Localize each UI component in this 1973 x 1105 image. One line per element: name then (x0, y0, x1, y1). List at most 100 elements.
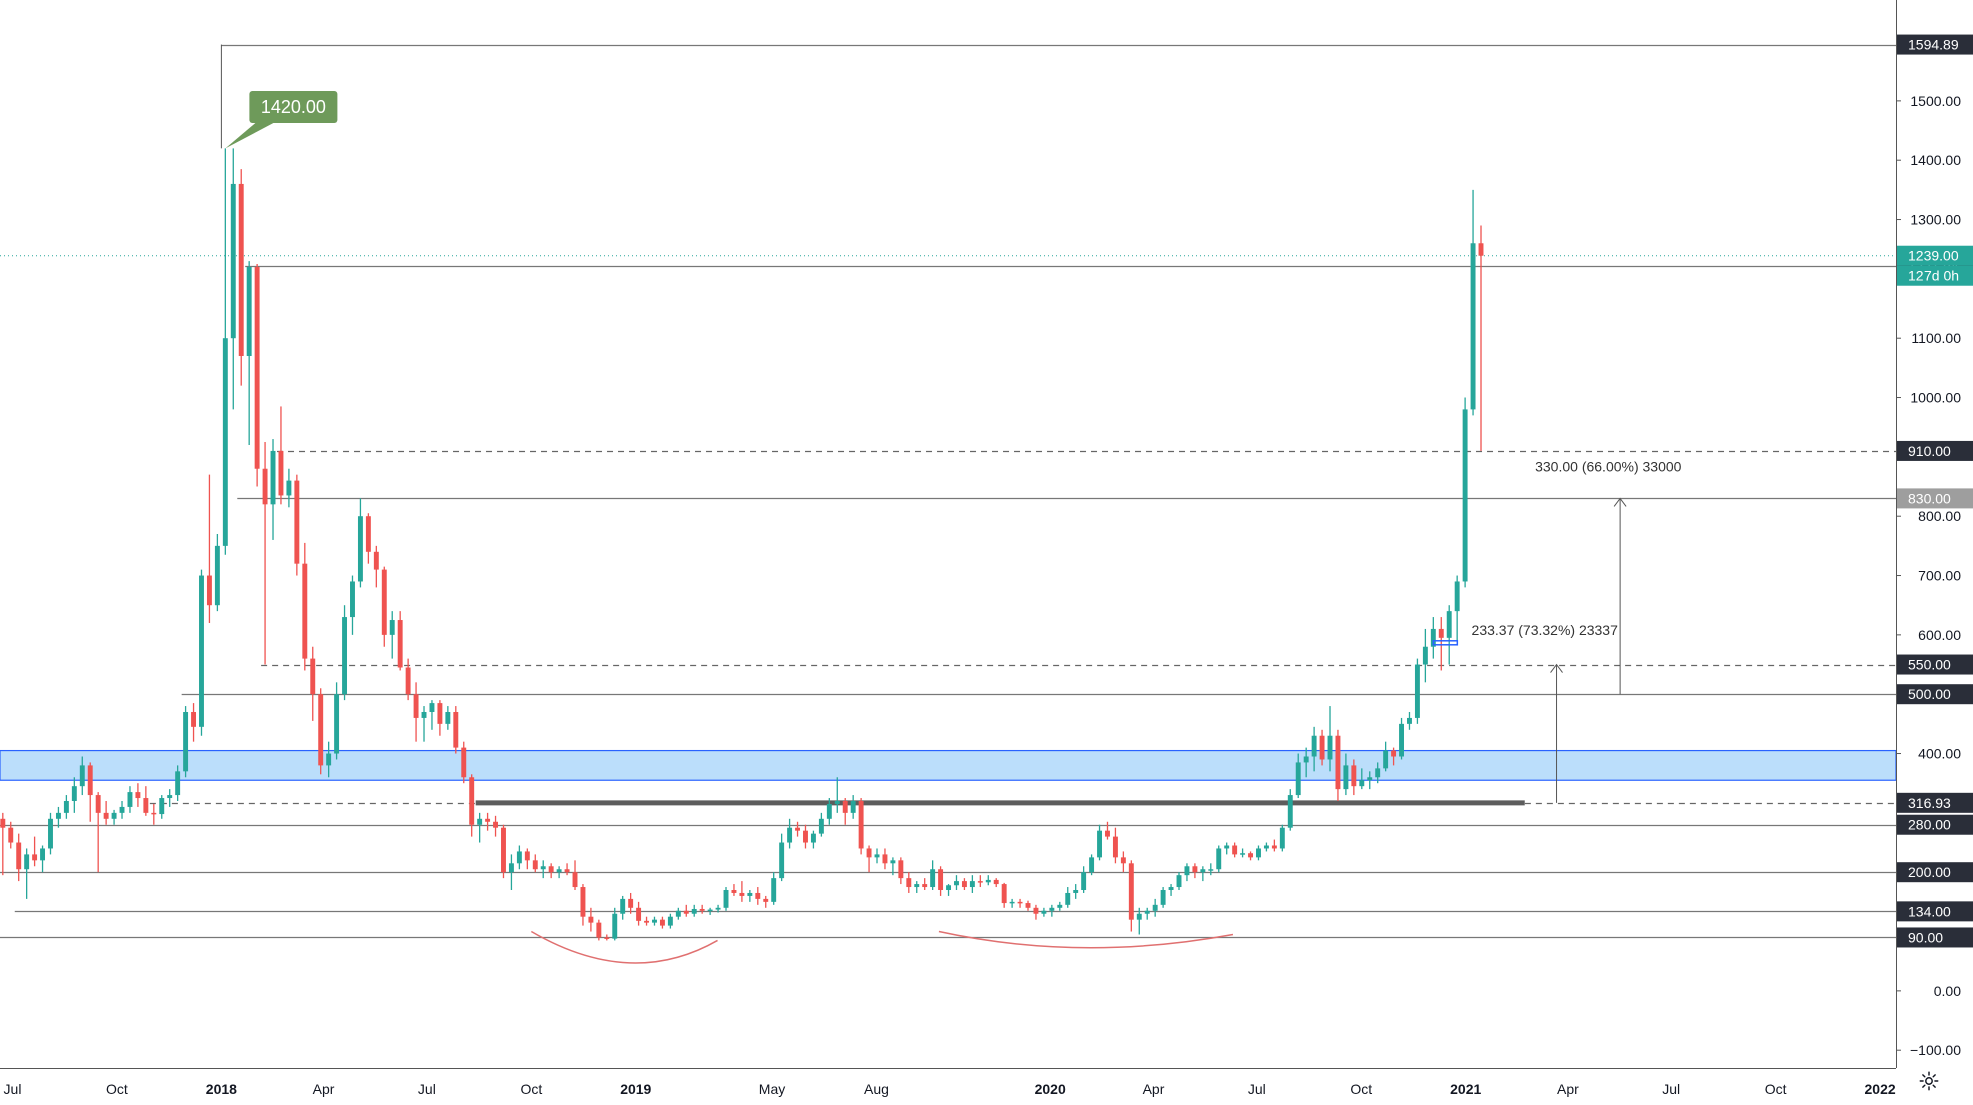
candle (1105, 821, 1110, 840)
price-tick-label: 1000.00 (1910, 390, 1961, 406)
candle-body (1287, 795, 1293, 828)
candle (206, 474, 212, 623)
measure-label: 233.37 (73.32%) 23337 (1472, 622, 1619, 638)
candle (810, 830, 816, 849)
candle (652, 916, 657, 926)
candle-body (667, 916, 673, 926)
candle (48, 812, 53, 855)
candle (8, 821, 14, 849)
candle (1470, 189, 1476, 416)
candle-body (278, 450, 284, 496)
time-tick-label: 2022 (1865, 1081, 1896, 1097)
candle-body (1248, 853, 1253, 858)
candle-body (508, 863, 514, 873)
gear-icon (1918, 1070, 1940, 1097)
candle (55, 806, 61, 828)
price-tick-label: 1100.00 (1911, 330, 1961, 346)
price-label: 90.00 (1897, 927, 1973, 948)
chart-settings-button[interactable] (1916, 1070, 1942, 1096)
candle (397, 611, 403, 671)
candle (906, 872, 912, 893)
price-tick-label: 600.00 (1918, 627, 1961, 643)
price-tick-label: 0.00 (1934, 983, 1961, 999)
candle (1311, 726, 1317, 772)
candle (421, 706, 427, 742)
candle-body (1414, 664, 1420, 718)
candle (977, 875, 983, 888)
candle (930, 860, 936, 890)
candle-body (795, 827, 801, 831)
candle (1009, 898, 1015, 908)
candle-body (1065, 892, 1071, 905)
candle (1263, 842, 1269, 852)
candle-body (1208, 869, 1214, 871)
measure-arrowhead (1613, 497, 1627, 507)
candle-body (612, 913, 618, 939)
candle (40, 845, 46, 873)
candle (71, 777, 77, 813)
price-label: 830.00 (1897, 488, 1973, 509)
candle-body (1017, 901, 1023, 904)
candle (63, 795, 69, 819)
candle (270, 439, 276, 540)
candle (445, 706, 451, 730)
countdown-text: 12 (1908, 268, 1924, 284)
candle-body (1343, 765, 1349, 790)
price-label: 910.00 (1897, 440, 1973, 461)
candle-body (485, 818, 491, 822)
current-price-text: 1239.00 (1908, 248, 1959, 264)
candle-body (588, 916, 594, 923)
candle (1287, 789, 1293, 831)
candle-body (71, 786, 77, 801)
candle (731, 884, 737, 896)
candle-body (175, 771, 181, 796)
price-tick-label: 1300.00 (1910, 212, 1961, 228)
candle-body (580, 887, 586, 917)
candle-body (858, 801, 864, 849)
candle (1422, 628, 1428, 683)
candle (143, 786, 149, 816)
candle-body (453, 712, 459, 748)
candle (572, 860, 578, 890)
candle (318, 688, 324, 775)
candle-body (151, 812, 157, 815)
candle-body (262, 468, 268, 505)
candle (1184, 863, 1190, 882)
candle (1351, 759, 1357, 796)
candle-body (24, 854, 30, 870)
candle-body (103, 812, 109, 819)
candle-body (938, 869, 944, 890)
candle (373, 545, 379, 588)
candle (1256, 845, 1261, 861)
candle-body (1081, 872, 1087, 890)
candle (326, 741, 332, 778)
candle-body (779, 842, 785, 879)
candle (803, 824, 808, 849)
candle-body (1136, 913, 1142, 920)
candle (890, 857, 896, 876)
measure-label: 330.00 (66.00%) 33000 (1535, 459, 1682, 475)
support-zone (0, 749, 1897, 781)
candle (1248, 851, 1253, 861)
candle-body (1295, 762, 1301, 796)
price-label-bg (1897, 814, 1973, 835)
candle (858, 798, 864, 855)
candle-body (318, 694, 324, 766)
price-label: 200.00 (1897, 862, 1973, 883)
price-label-bg (1897, 862, 1973, 883)
candle (556, 866, 562, 879)
time-tick-label: 2020 (1035, 1081, 1066, 1097)
candle (946, 884, 951, 896)
candle (1097, 824, 1102, 861)
candle-body (1200, 869, 1206, 873)
candle-body (1184, 866, 1190, 876)
price-label-bg (1897, 901, 1973, 922)
candle-body (906, 878, 912, 888)
candle (540, 860, 546, 879)
candle-body (1049, 907, 1055, 911)
candle (1430, 617, 1436, 659)
candle (1057, 901, 1063, 911)
candle (24, 848, 30, 899)
